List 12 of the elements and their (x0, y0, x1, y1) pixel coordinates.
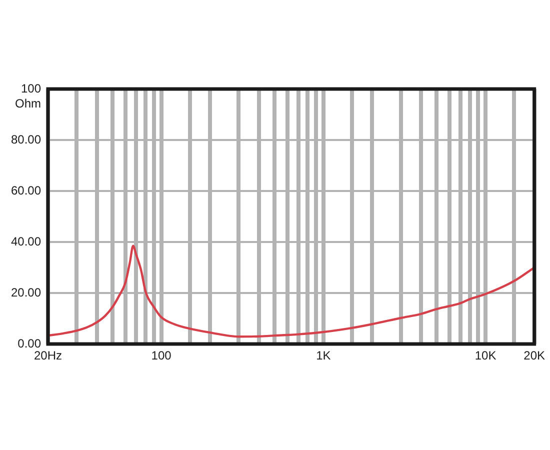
x-tick-label: 20K (524, 348, 546, 363)
y-axis-title: Ohm (14, 96, 41, 110)
y-tick-label: 60.00 (10, 183, 42, 198)
y-tick-label: 80.00 (10, 132, 42, 146)
y-tick-label: 20.00 (10, 285, 42, 300)
x-tick-label: 10K (474, 348, 496, 363)
y-tick-label: 0.00 (18, 336, 42, 350)
x-tick-label: 100 (151, 348, 172, 363)
y-tick-label: 100 (20, 81, 42, 96)
x-tick-label: 20Hz (34, 348, 62, 363)
x-tick-label: 1K (316, 348, 331, 363)
y-tick-label: 40.00 (10, 234, 42, 248)
